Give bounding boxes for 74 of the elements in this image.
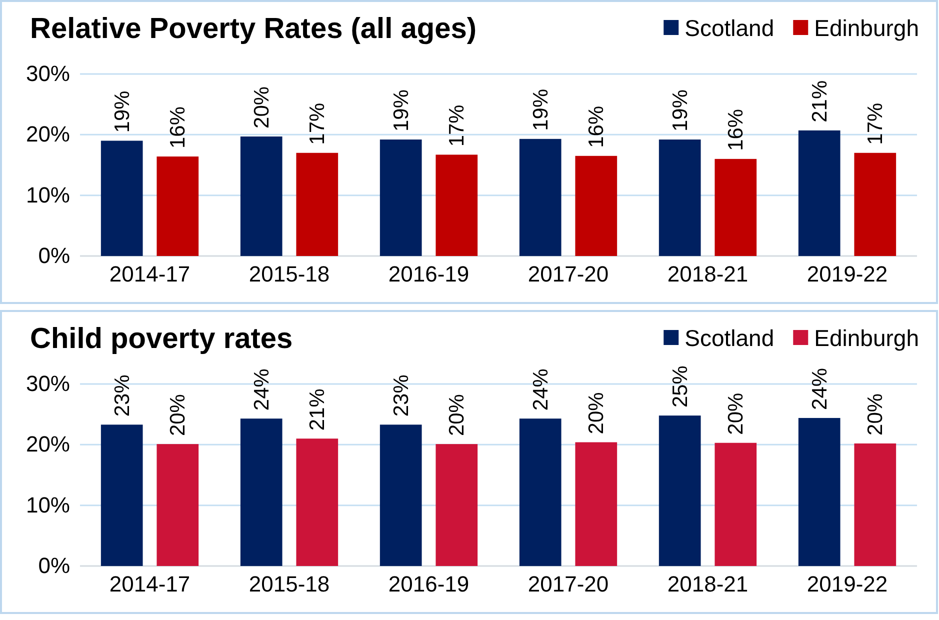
data-label: 23% [110,374,134,417]
data-label: 16% [166,106,190,149]
data-label: 21% [306,388,330,431]
x-tick-label: 2019-22 [806,572,888,597]
bar [658,416,701,566]
data-label: 20% [250,86,274,128]
x-tick-label: 2017-20 [528,572,609,597]
x-tick-label: 2016-19 [388,572,470,597]
data-label: 16% [724,108,748,151]
data-label: 17% [864,102,888,145]
y-tick-label: 10% [26,492,70,518]
data-label: 19% [529,88,552,131]
chart-title: Child poverty rates [30,323,293,355]
y-tick-label: 0% [38,553,70,578]
x-tick-label: 2015-18 [248,572,330,597]
bar [380,140,422,256]
x-tick-label: 2018-21 [667,262,748,287]
bar [798,418,840,566]
bar [100,140,143,256]
bar [714,158,757,256]
data-label: 23% [390,374,413,417]
data-label: 24% [808,368,832,410]
data-label: 20% [585,392,608,434]
data-label: 16% [585,106,608,148]
legend-label: Scotland [684,15,774,41]
x-tick-label: 2018-21 [667,572,748,597]
bar [296,152,338,256]
x-tick-label: 2014-17 [109,262,190,287]
data-label: 20% [724,392,748,435]
bar [575,156,618,256]
bar [854,443,896,566]
data-label: 17% [306,102,330,145]
data-label: 20% [166,394,190,436]
bar [240,418,282,566]
data-label: 17% [446,104,469,147]
bar [714,442,757,566]
y-tick-label: 30% [26,371,70,396]
bar [240,136,282,256]
bar [100,424,143,566]
x-tick-label: 2019-22 [806,262,888,287]
chart-title: Relative Poverty Rates (all ages) [30,13,476,45]
x-tick-label: 2014-17 [109,572,190,597]
x-tick-label: 2015-18 [248,262,330,287]
bar [436,444,478,566]
bar [854,152,896,256]
legend-label: Scotland [684,325,774,351]
bar [575,442,618,566]
data-label: 24% [529,368,552,411]
bar [798,130,840,256]
y-tick-label: 20% [26,122,70,147]
bar [380,424,422,566]
data-label: 19% [390,89,413,132]
y-tick-label: 30% [26,61,70,86]
data-label: 19% [110,90,134,133]
data-label: 19% [668,89,692,132]
x-tick-label: 2016-19 [388,262,470,287]
y-tick-label: 0% [38,243,70,268]
bar [519,138,562,256]
bar [296,438,338,566]
legend-label: Edinburgh [814,15,919,41]
bar [436,154,478,256]
data-label: 20% [864,393,888,436]
data-label: 24% [250,368,274,411]
y-tick-label: 20% [26,432,70,457]
y-tick-label: 10% [26,182,70,208]
legend-label: Edinburgh [814,325,919,351]
data-label: 21% [808,80,832,122]
data-label: 25% [668,366,692,408]
x-tick-label: 2017-20 [528,262,609,287]
bar [156,444,199,566]
data-label: 20% [446,394,469,436]
bar [519,418,562,566]
bar [658,140,701,256]
bar [156,156,199,256]
